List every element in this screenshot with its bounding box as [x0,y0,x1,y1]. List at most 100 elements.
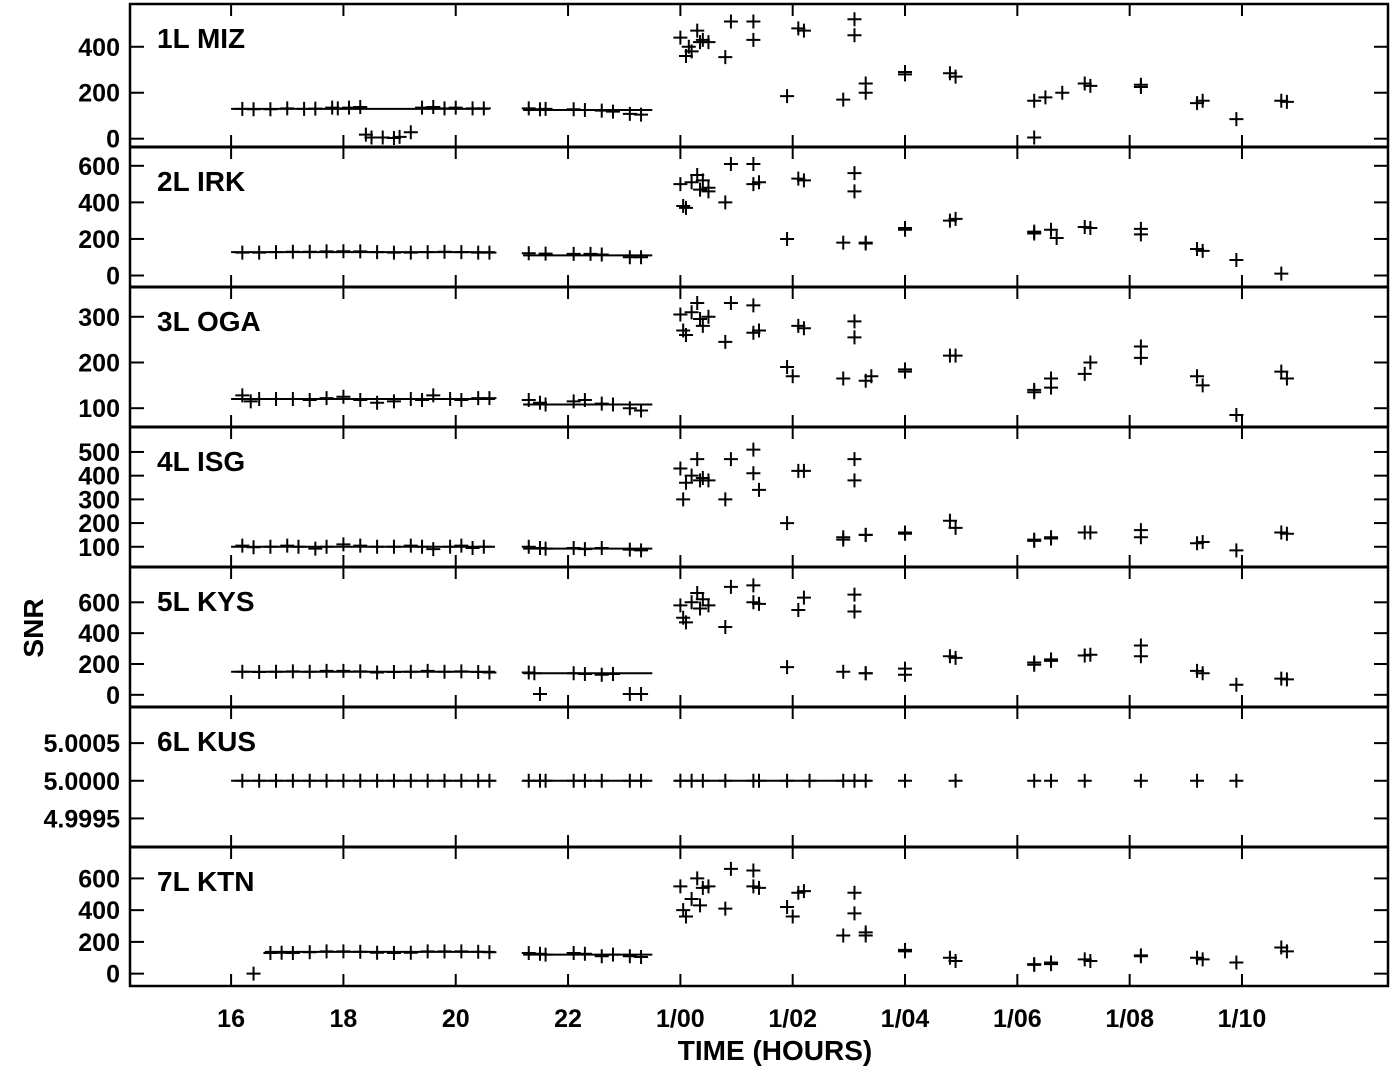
x-tick-label: 22 [554,1005,582,1033]
data-point [269,392,284,407]
data-point [246,102,261,117]
data-point [403,538,418,553]
data-point [1133,530,1148,545]
data-point [302,945,317,960]
data-point [693,601,708,616]
data-point [684,595,699,610]
data-point [673,307,688,322]
panel-7: 7L KTN 0 200 400 600 [78,845,1388,989]
data-point [454,538,469,553]
data-point [847,12,862,27]
data-point [678,615,693,630]
data-point [1133,227,1148,242]
data-point [386,245,401,260]
data-point [634,107,649,122]
data-point [403,945,418,960]
data-point [308,101,323,116]
data-point [285,946,300,961]
data-point [780,773,795,788]
panel-label: 2L IRK [157,166,245,197]
data-point [796,463,811,478]
data-point [336,944,351,959]
data-point [353,664,368,679]
data-point [695,318,710,333]
data-point [454,944,469,959]
data-point [1083,355,1098,370]
data-point [353,392,368,407]
data-point [319,244,334,259]
data-point [252,773,267,788]
data-point [948,348,963,363]
x-tick-label: 1/06 [993,1005,1042,1033]
y-tick-label: 100 [78,395,120,423]
data-point [353,773,368,788]
data-point [605,104,620,119]
data-point [291,539,306,554]
data-point [538,246,553,261]
data-point [673,598,688,613]
data-point [605,667,620,682]
panel-5: 5L KYS 0 200 400 600 [78,565,1388,710]
data-point [746,578,761,593]
data-point [701,180,716,195]
data-point [1027,657,1042,672]
data-point [746,442,761,457]
data-point [746,32,761,47]
data-point [1044,773,1059,788]
data-point [634,687,649,702]
data-point [1279,672,1294,687]
data-point [847,587,862,602]
data-point [336,773,351,788]
data-point [780,899,795,914]
data-point [780,360,795,375]
data-point [319,663,334,678]
data-point [634,949,649,964]
data-point [1190,773,1205,788]
data-point [370,665,385,680]
data-point [701,35,716,50]
data-point [690,871,705,886]
data-point [836,530,851,545]
data-point [577,102,592,117]
data-point [847,166,862,181]
data-point [285,664,300,679]
panel-label: 1L MIZ [157,23,245,54]
data-point [1133,79,1148,94]
data-point [1274,266,1289,281]
data-point [263,102,278,117]
data-point [1133,638,1148,653]
plot-frame [128,2,1390,988]
data-point [532,687,547,702]
data-point [252,392,267,407]
data-point [252,245,267,260]
data-point [319,539,334,554]
data-point [791,603,806,618]
data-point [302,664,317,679]
data-point [1027,957,1042,972]
data-point [437,944,452,959]
data-point [690,296,705,311]
y-tick-label: 200 [78,510,120,538]
data-point [243,394,258,409]
y-tick-label: 600 [78,153,120,181]
panel-label: 6L KUS [157,726,256,757]
data-point [1027,533,1042,548]
data-point [1044,652,1059,667]
data-point [386,665,401,680]
data-point [1229,955,1244,970]
data-point [622,401,637,416]
data-point [1083,647,1098,662]
data-point [1190,369,1205,384]
data-point [948,520,963,535]
data-point [1049,231,1064,246]
data-point [386,773,401,788]
data-point [235,773,250,788]
data-point [280,538,295,553]
data-point [482,773,497,788]
data-point [370,945,385,960]
data-point [1195,666,1210,681]
data-point [693,182,708,197]
data-point [718,334,733,349]
data-point [858,527,873,542]
data-point [370,539,385,554]
